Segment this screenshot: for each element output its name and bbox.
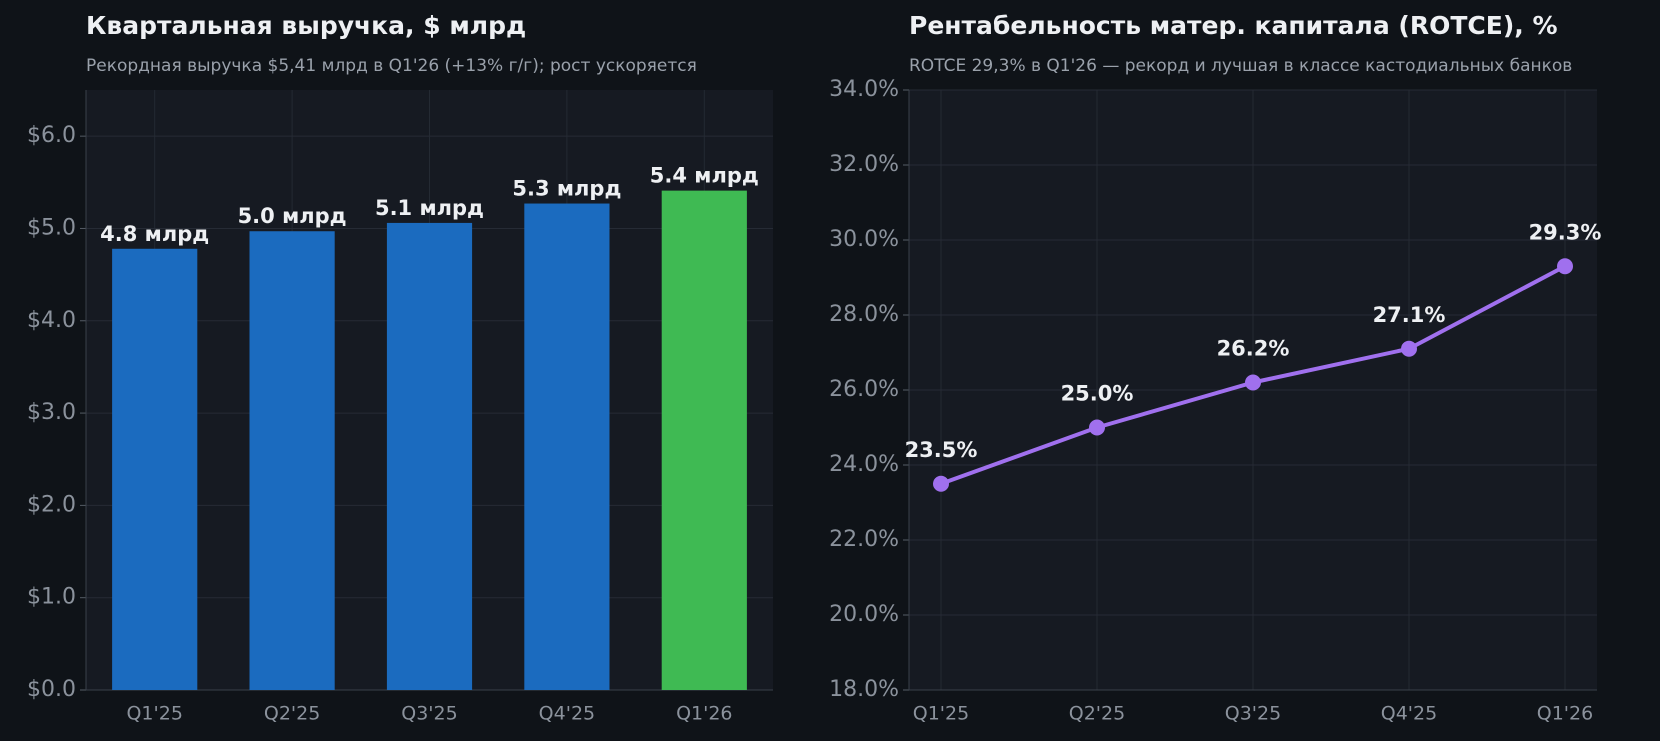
x-tick-label: Q4'25 [539,703,595,725]
y-tick-label: $0.0 [27,677,76,702]
point [1245,374,1261,391]
point [1401,340,1417,357]
bar [524,203,610,691]
y-tick-label: 26.0% [829,377,899,402]
y-tick-label: $2.0 [27,492,76,517]
y-tick-label: 22.0% [829,527,899,552]
value-label: 5.1 млрд [375,196,484,220]
value-label: 27.1% [1373,303,1446,327]
value-label: 5.3 млрд [512,177,621,201]
y-tick-label: $5.0 [27,215,76,240]
x-tick-label: Q2'25 [1069,703,1125,725]
x-tick-label: Q1'26 [676,703,732,725]
bar [249,231,335,690]
x-tick-label: Q1'25 [913,703,969,725]
y-tick-label: $1.0 [27,585,76,610]
value-label: 29.3% [1529,220,1602,244]
chart-title: Рентабельность матер. капитала (ROTCE), … [909,11,1558,40]
point [933,475,949,492]
point [1557,258,1573,275]
y-tick-label: $3.0 [27,400,76,425]
bar [661,190,747,690]
x-tick-label: Q3'25 [1225,703,1281,725]
y-tick-label: 34.0% [829,77,899,102]
y-tick-label: $6.0 [27,123,76,148]
y-tick-label: 20.0% [829,602,899,627]
x-tick-label: Q4'25 [1381,703,1437,725]
y-tick-label: 28.0% [829,302,899,327]
y-tick-label: $4.0 [27,308,76,333]
value-label: 26.2% [1217,337,1290,361]
x-tick-label: Q1'25 [126,703,182,725]
y-tick-label: 30.0% [829,227,899,252]
value-label: 25.0% [1061,382,1134,406]
value-label: 23.5% [905,438,978,462]
chart-subtitle: Рекордная выручка $5,41 млрд в Q1'26 (+1… [86,56,697,76]
x-tick-label: Q3'25 [401,703,457,725]
value-label: 4.8 млрд [100,222,209,246]
value-label: 5.0 млрд [238,204,347,228]
bar [112,248,198,690]
x-tick-label: Q1'26 [1537,703,1593,725]
y-tick-label: 32.0% [829,152,899,177]
point [1089,419,1105,436]
value-label: 5.4 млрд [650,164,759,188]
chart-subtitle: ROTCE 29,3% в Q1'26 — рекорд и лучшая в … [909,56,1572,76]
bar [386,222,473,690]
y-tick-label: 18.0% [829,677,899,702]
x-tick-label: Q2'25 [264,703,320,725]
y-tick-label: 24.0% [829,452,899,477]
chart-title: Квартальная выручка, $ млрд [86,11,526,40]
